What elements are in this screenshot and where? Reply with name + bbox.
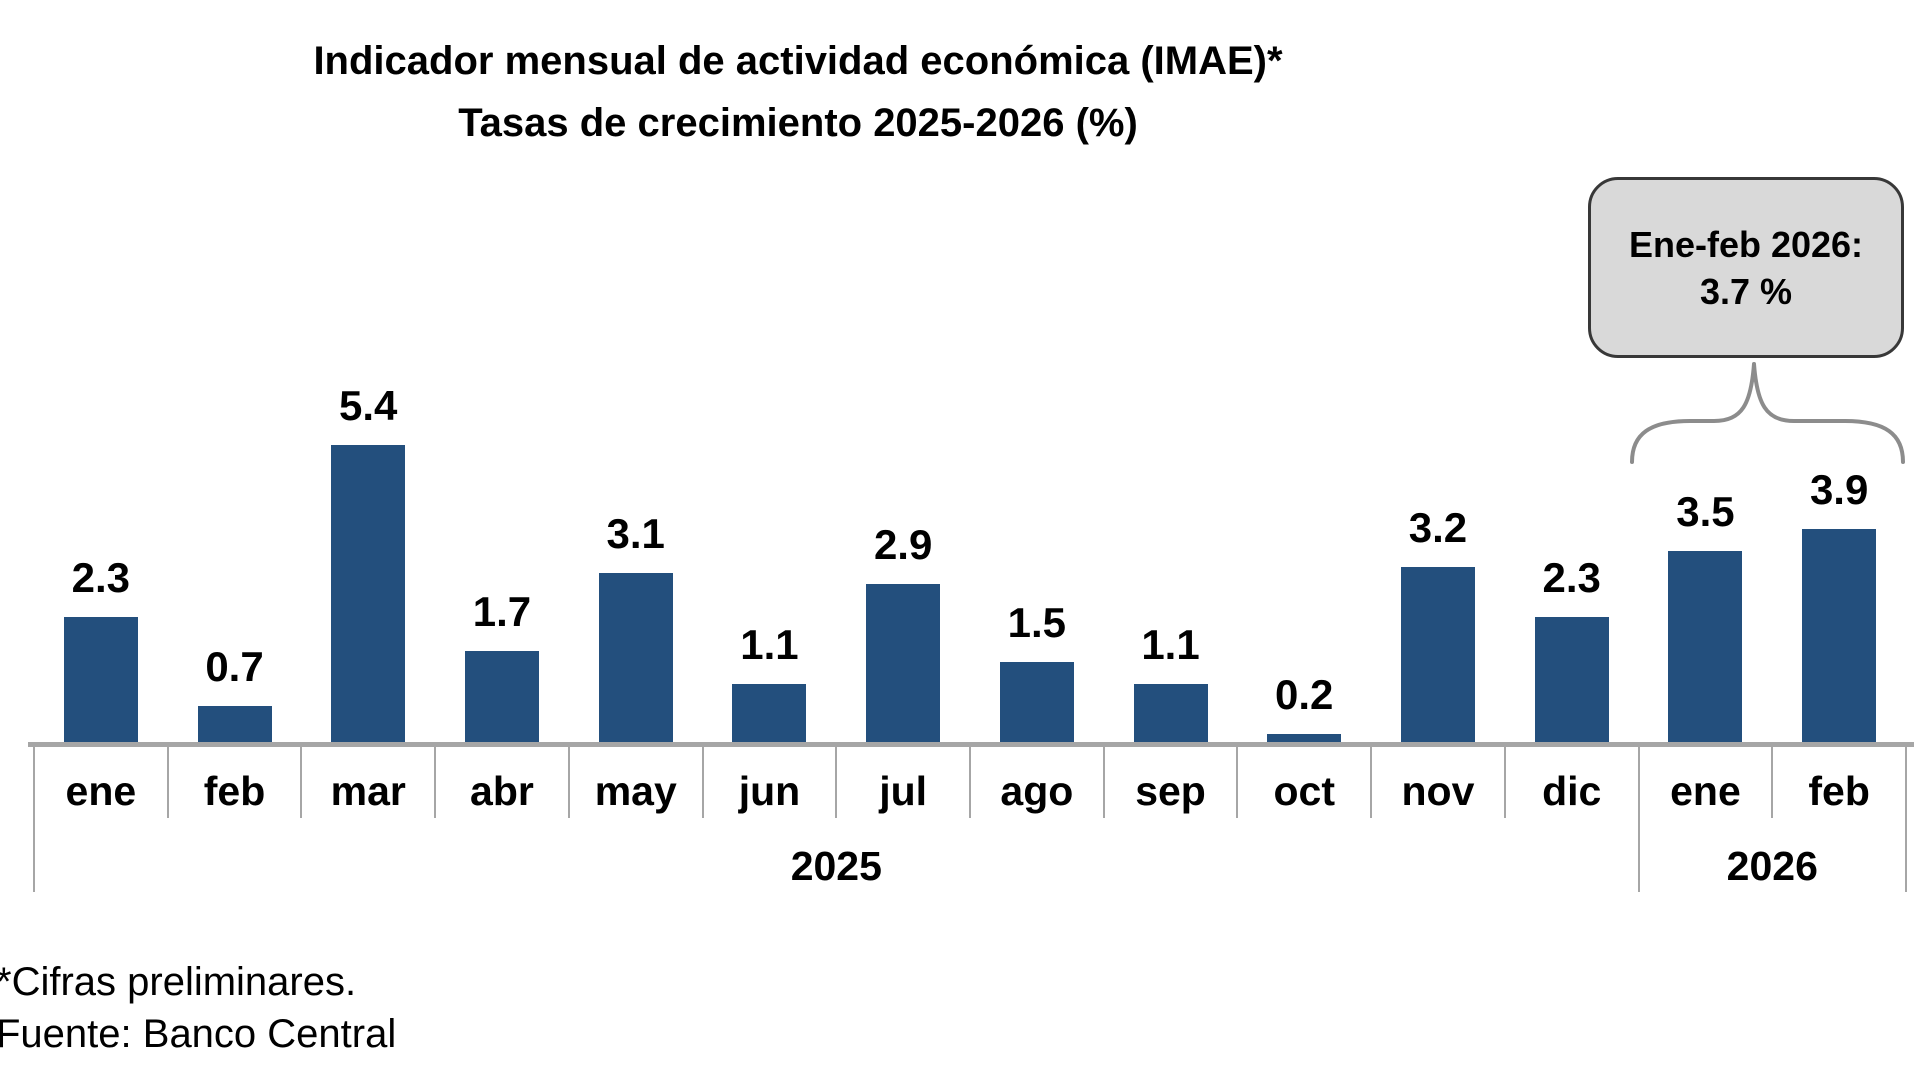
bar-value-label: 3.2	[1408, 504, 1468, 551]
axis-tick	[1102, 747, 1105, 818]
axis-tick	[434, 747, 437, 818]
axis-group-separator	[1905, 747, 1907, 892]
x-axis-month-label: jun	[738, 768, 801, 814]
footnote-source: Fuente: Banco Central	[0, 1012, 397, 1056]
x-axis-year-label: 2026	[1726, 843, 1818, 889]
x-axis-line	[28, 742, 1914, 747]
bar-5-may	[598, 573, 673, 745]
bar-value-label: 1.7	[472, 588, 532, 635]
footnote-preliminary: *Cifras preliminares.	[0, 960, 357, 1004]
axis-tick	[1771, 747, 1774, 818]
bar-value-label: 1.5	[1007, 599, 1067, 646]
bar-12-dic	[1534, 617, 1609, 745]
x-axis-month-label: ago	[1000, 768, 1074, 814]
bar-7-jul	[866, 584, 941, 745]
bar-1-ene	[63, 617, 138, 745]
axis-group-separator	[33, 747, 35, 892]
bar-6-jun	[732, 684, 807, 745]
x-axis-month-label: dic	[1542, 768, 1602, 814]
x-axis-month-label: nov	[1401, 768, 1475, 814]
callout-line1: Ene-feb 2026:	[1628, 223, 1864, 265]
bar-2-feb	[197, 706, 272, 745]
bar-value-label: 2.3	[1542, 554, 1601, 601]
bar-value-label: 1.1	[1141, 621, 1200, 668]
chart-subtitle: Tasas de crecimiento 2025-2026 (%)	[458, 101, 1138, 145]
bar-13-ene	[1668, 551, 1743, 745]
bar-14-feb	[1802, 529, 1877, 745]
bar-11-nov	[1401, 567, 1475, 745]
x-axis-month-label: oct	[1273, 768, 1335, 814]
bar-4-abr	[465, 651, 539, 745]
bar-value-label: 2.9	[873, 521, 933, 568]
x-axis-month-label: abr	[470, 768, 534, 814]
axis-tick	[1503, 747, 1506, 818]
chart-title-block: Indicador mensual de actividad económica…	[0, 30, 1596, 154]
axis-tick	[567, 747, 570, 818]
bar-value-label: 3.1	[606, 510, 665, 557]
axis-tick	[835, 747, 838, 818]
bar-value-label: 5.4	[339, 382, 398, 429]
x-axis-month-label: sep	[1135, 768, 1206, 814]
bar-value-label: 3.9	[1809, 466, 1869, 513]
bar-3-mar	[331, 445, 406, 745]
x-axis-month-label: may	[594, 768, 677, 814]
x-axis-month-label: feb	[203, 768, 266, 814]
bar-8-ago	[999, 662, 1074, 745]
chart-title: Indicador mensual de actividad económica…	[313, 39, 1283, 83]
x-axis-month-label: ene	[1670, 768, 1741, 814]
axis-tick	[166, 747, 169, 818]
axis-tick	[969, 747, 971, 818]
x-axis-month-label: jul	[879, 768, 928, 814]
x-axis-month-label: feb	[1808, 768, 1870, 814]
callout: Ene-feb 2026: 3.7 %	[1588, 177, 1904, 358]
bar-9-sep	[1133, 684, 1208, 745]
bar-value-label: 2.3	[71, 554, 131, 601]
x-axis-month-label: ene	[65, 768, 137, 814]
axis-tick	[300, 747, 303, 818]
footnote-block: *Cifras preliminares. Fuente: Banco Cent…	[0, 956, 396, 1060]
axis-group-separator	[1637, 747, 1640, 892]
axis-tick	[1236, 747, 1239, 818]
callout-line2: 3.7 %	[1699, 270, 1793, 312]
x-axis-month-label: mar	[330, 768, 406, 814]
bar-value-label: 0.7	[205, 643, 264, 690]
bar-value-label: 3.5	[1676, 488, 1735, 535]
axis-tick	[701, 747, 704, 818]
bar-value-label: 1.1	[740, 621, 799, 668]
x-axis-year-label: 2025	[790, 843, 882, 889]
bar-value-label: 0.2	[1275, 671, 1334, 718]
axis-tick	[1370, 747, 1373, 818]
bar-10-oct	[1267, 734, 1342, 745]
